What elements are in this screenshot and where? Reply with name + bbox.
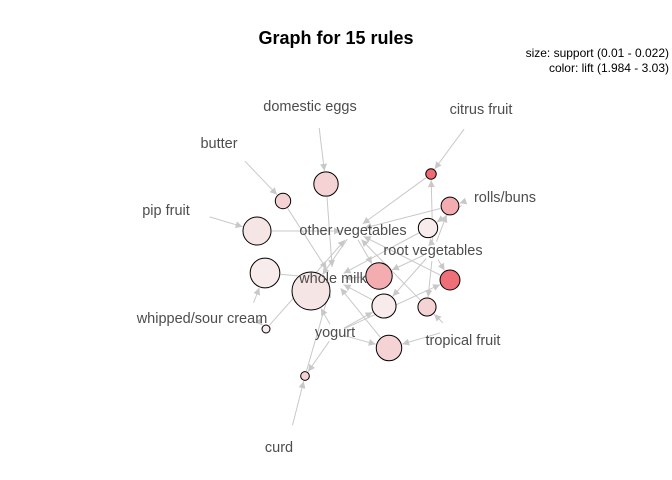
item-label-other-vegetables: other vegetables — [299, 223, 406, 239]
item-labels-layer: domestic eggs citrus fruit butter rolls/bun… — [136, 99, 536, 456]
edge-rule-7-to-other_vegetables — [362, 177, 427, 225]
edge-root_vegetables-to-rule-14 — [392, 258, 427, 297]
item-label-domestic-eggs: domestic eggs — [263, 99, 357, 115]
item-label-yogurt: yogurt — [315, 325, 355, 341]
edge-citrus_fruit-to-rule-7 — [434, 128, 465, 170]
item-label-whipped-sour-cream: whipped/sour cream — [136, 311, 268, 327]
rule-node-6 — [291, 271, 331, 311]
edge-root_vegetables-to-rule-10 — [437, 259, 445, 271]
item-label-butter: butter — [200, 136, 237, 152]
item-label-curd: curd — [265, 440, 293, 456]
edge-root_vegetables-to-rule-11 — [425, 260, 433, 298]
rule-node-9 — [417, 217, 439, 239]
edge-rule-15-to-whole_milk — [306, 290, 332, 372]
item-label-citrus-fruit: citrus fruit — [450, 102, 513, 118]
rule-node-11 — [417, 297, 437, 317]
legend-color: color: lift (1.984 - 3.03) — [548, 61, 669, 75]
rule-node-5 — [261, 324, 271, 334]
edge-yogurt-to-rule-14 — [343, 311, 373, 329]
rule-node-14 — [371, 293, 397, 319]
edge-rule-8-to-other_vegetables — [364, 208, 441, 230]
rule-node-7 — [425, 168, 437, 180]
rule-node-12 — [365, 262, 393, 290]
item-label-whole-milk: whole milk — [298, 271, 367, 287]
edge-root_vegetables-to-rule-9 — [428, 238, 436, 246]
edge-yogurt-to-rule-15 — [307, 340, 330, 372]
item-label-root-vegetables: root vegetables — [383, 243, 482, 259]
item-label-pip-fruit: pip fruit — [142, 203, 190, 219]
edge-rule-2-to-whole_milk — [287, 208, 327, 270]
edge-whipped_sour_cream-to-rule-5 — [255, 317, 263, 326]
rule-node-10 — [439, 269, 461, 291]
edge-domestic_eggs-to-rule-1 — [318, 127, 328, 171]
edge-yogurt-to-rule-6 — [320, 308, 331, 325]
rule-nodes-layer — [242, 168, 461, 381]
edge-rule-12-to-whole_milk — [344, 274, 365, 282]
edge-rule-14-to-whole_milk — [343, 284, 373, 301]
edge-root_vegetables-to-rule-12 — [391, 254, 425, 271]
edge-other_vegetables-to-rule-6 — [322, 238, 348, 275]
edge-other_vegetables-to-rule-12 — [357, 239, 373, 264]
legend-size: size: support (0.01 - 0.022) — [525, 46, 669, 60]
edge-whipped_sour_cream-to-rule-4 — [253, 287, 261, 303]
rule-node-1 — [313, 171, 339, 197]
rule-node-13 — [375, 334, 403, 362]
edge-pip_fruit-to-rule-3 — [209, 216, 243, 229]
edge-yogurt-to-rule-13 — [344, 335, 376, 346]
item-label-rolls-buns: rolls/buns — [474, 190, 536, 206]
rule-node-2 — [274, 192, 292, 210]
rule-node-8 — [440, 196, 460, 216]
rule-node-15 — [300, 371, 310, 381]
edge-root_vegetables-to-rule-8 — [436, 215, 448, 242]
edge-rule-9-to-whole_milk — [343, 232, 419, 274]
edge-curd-to-rule-15 — [292, 381, 306, 426]
rule-node-4 — [249, 257, 281, 289]
item-label-tropical-fruit: tropical fruit — [426, 333, 501, 349]
graph-title: Graph for 15 rules — [258, 28, 414, 48]
edge-rule-13-to-whole_milk — [340, 287, 381, 338]
edge-rule-10-to-other_vegetables — [363, 235, 441, 276]
edge-tropical_fruit-to-rule-11 — [433, 313, 444, 324]
edge-tropical_fruit-to-rule-13 — [402, 332, 441, 346]
edge-butter-to-rule-2 — [244, 160, 278, 196]
rule-node-3 — [242, 216, 272, 246]
